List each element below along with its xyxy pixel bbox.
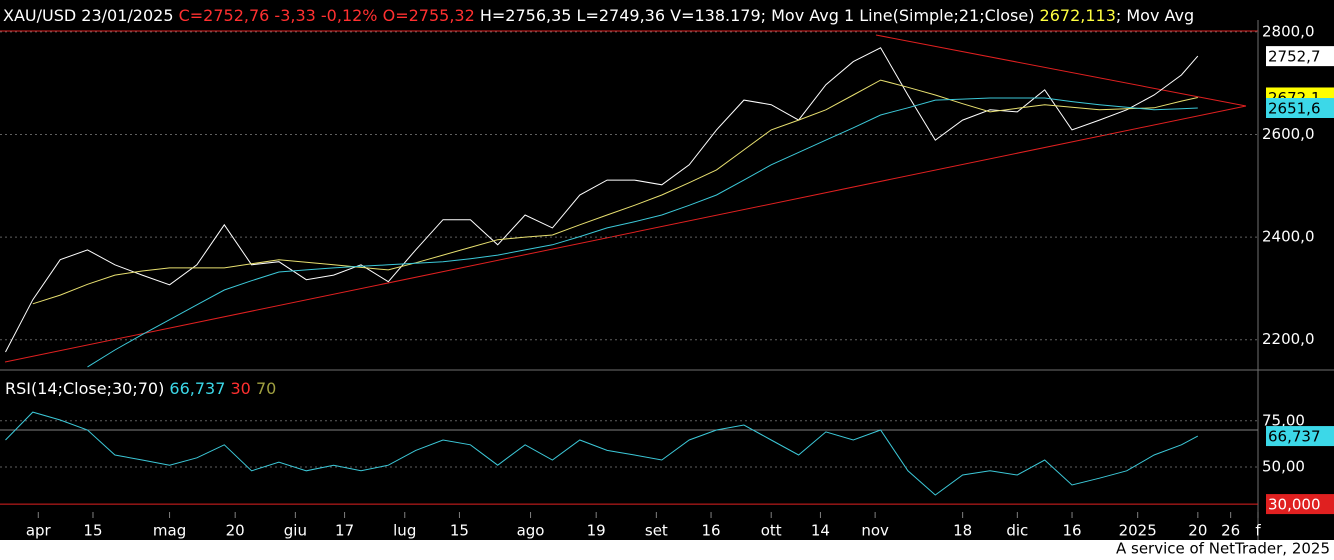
x-tick-label: set [645, 522, 668, 540]
y-tick-label: 75,00 [1262, 411, 1305, 429]
symbol: XAU/USD 23/01/2025 [3, 6, 174, 25]
x-tick-label: mag [153, 522, 186, 540]
y-tick-label: 2600,0 [1262, 125, 1315, 143]
x-tick-label: 15 [450, 522, 469, 540]
price-badge [1266, 426, 1334, 447]
badge-label: 2651,6 [1268, 100, 1321, 118]
trend-line [875, 34, 1247, 107]
y-tick-label: 2800,0 [1262, 22, 1315, 40]
series-line [5, 47, 1199, 353]
x-tick-label: giu [284, 522, 307, 540]
quote: C=2752,76 -3,33 -0,12% O=2755,32 [179, 6, 475, 25]
x-tick-label: 18 [953, 522, 972, 540]
series-line [87, 97, 1198, 368]
x-tick-label: 17 [335, 522, 354, 540]
price-badge [1266, 46, 1334, 67]
rsi-title: RSI(14;Close;30;70) [5, 379, 164, 398]
trend-line [4, 105, 1247, 363]
footer: A service of NetTrader, 2025 [1116, 540, 1330, 558]
x-tick-label: 14 [811, 522, 830, 540]
price-badge [1266, 494, 1334, 515]
x-tick-label: ott [761, 522, 782, 540]
y-tick-label: 50,00 [1262, 458, 1305, 476]
ma1-label: ; Mov Avg 1 Line(Simple;21;Close) [761, 6, 1035, 25]
y-tick-label: 2400,0 [1262, 228, 1315, 246]
rsi-header: RSI(14;Close;30;70) 66,737 30 70 [5, 379, 276, 398]
ma1-value: 2672,113 [1040, 6, 1116, 25]
y-tick-label: 2200,0 [1262, 330, 1315, 348]
x-tick-label: 16 [701, 522, 720, 540]
x-tick-label: dic [1006, 522, 1028, 540]
x-tick-label: 2025 [1119, 522, 1157, 540]
x-tick-label: f [1255, 522, 1261, 540]
series-line [5, 411, 1199, 496]
badge-label: 30,000 [1268, 496, 1321, 514]
badge-label: 2752,7 [1268, 48, 1321, 66]
price-badge [1266, 98, 1334, 119]
rsi-high: 70 [256, 379, 276, 398]
x-tick-label: 19 [587, 522, 606, 540]
ma2-label: ; Mov Avg [1116, 6, 1194, 25]
badge-label: 66,737 [1268, 428, 1321, 446]
header: XAU/USD 23/01/2025 C=2752,76 -3,33 -0,12… [3, 6, 1194, 25]
x-tick-label: 16 [1062, 522, 1081, 540]
x-tick-label: 20 [1188, 522, 1207, 540]
rsi-low: 30 [230, 379, 250, 398]
rsi-value: 66,737 [169, 379, 225, 398]
x-tick-label: 15 [83, 522, 102, 540]
x-tick-label: apr [26, 522, 52, 540]
x-tick-label: ago [517, 522, 545, 540]
background [0, 0, 1334, 540]
x-tick-label: lug [393, 522, 416, 540]
range: H=2756,35 L=2749,36 V=138.179 [480, 6, 761, 25]
x-tick-label: 20 [226, 522, 245, 540]
series-line [32, 79, 1198, 305]
x-tick-label: nov [861, 522, 889, 540]
x-tick-label: 26 [1221, 522, 1240, 540]
